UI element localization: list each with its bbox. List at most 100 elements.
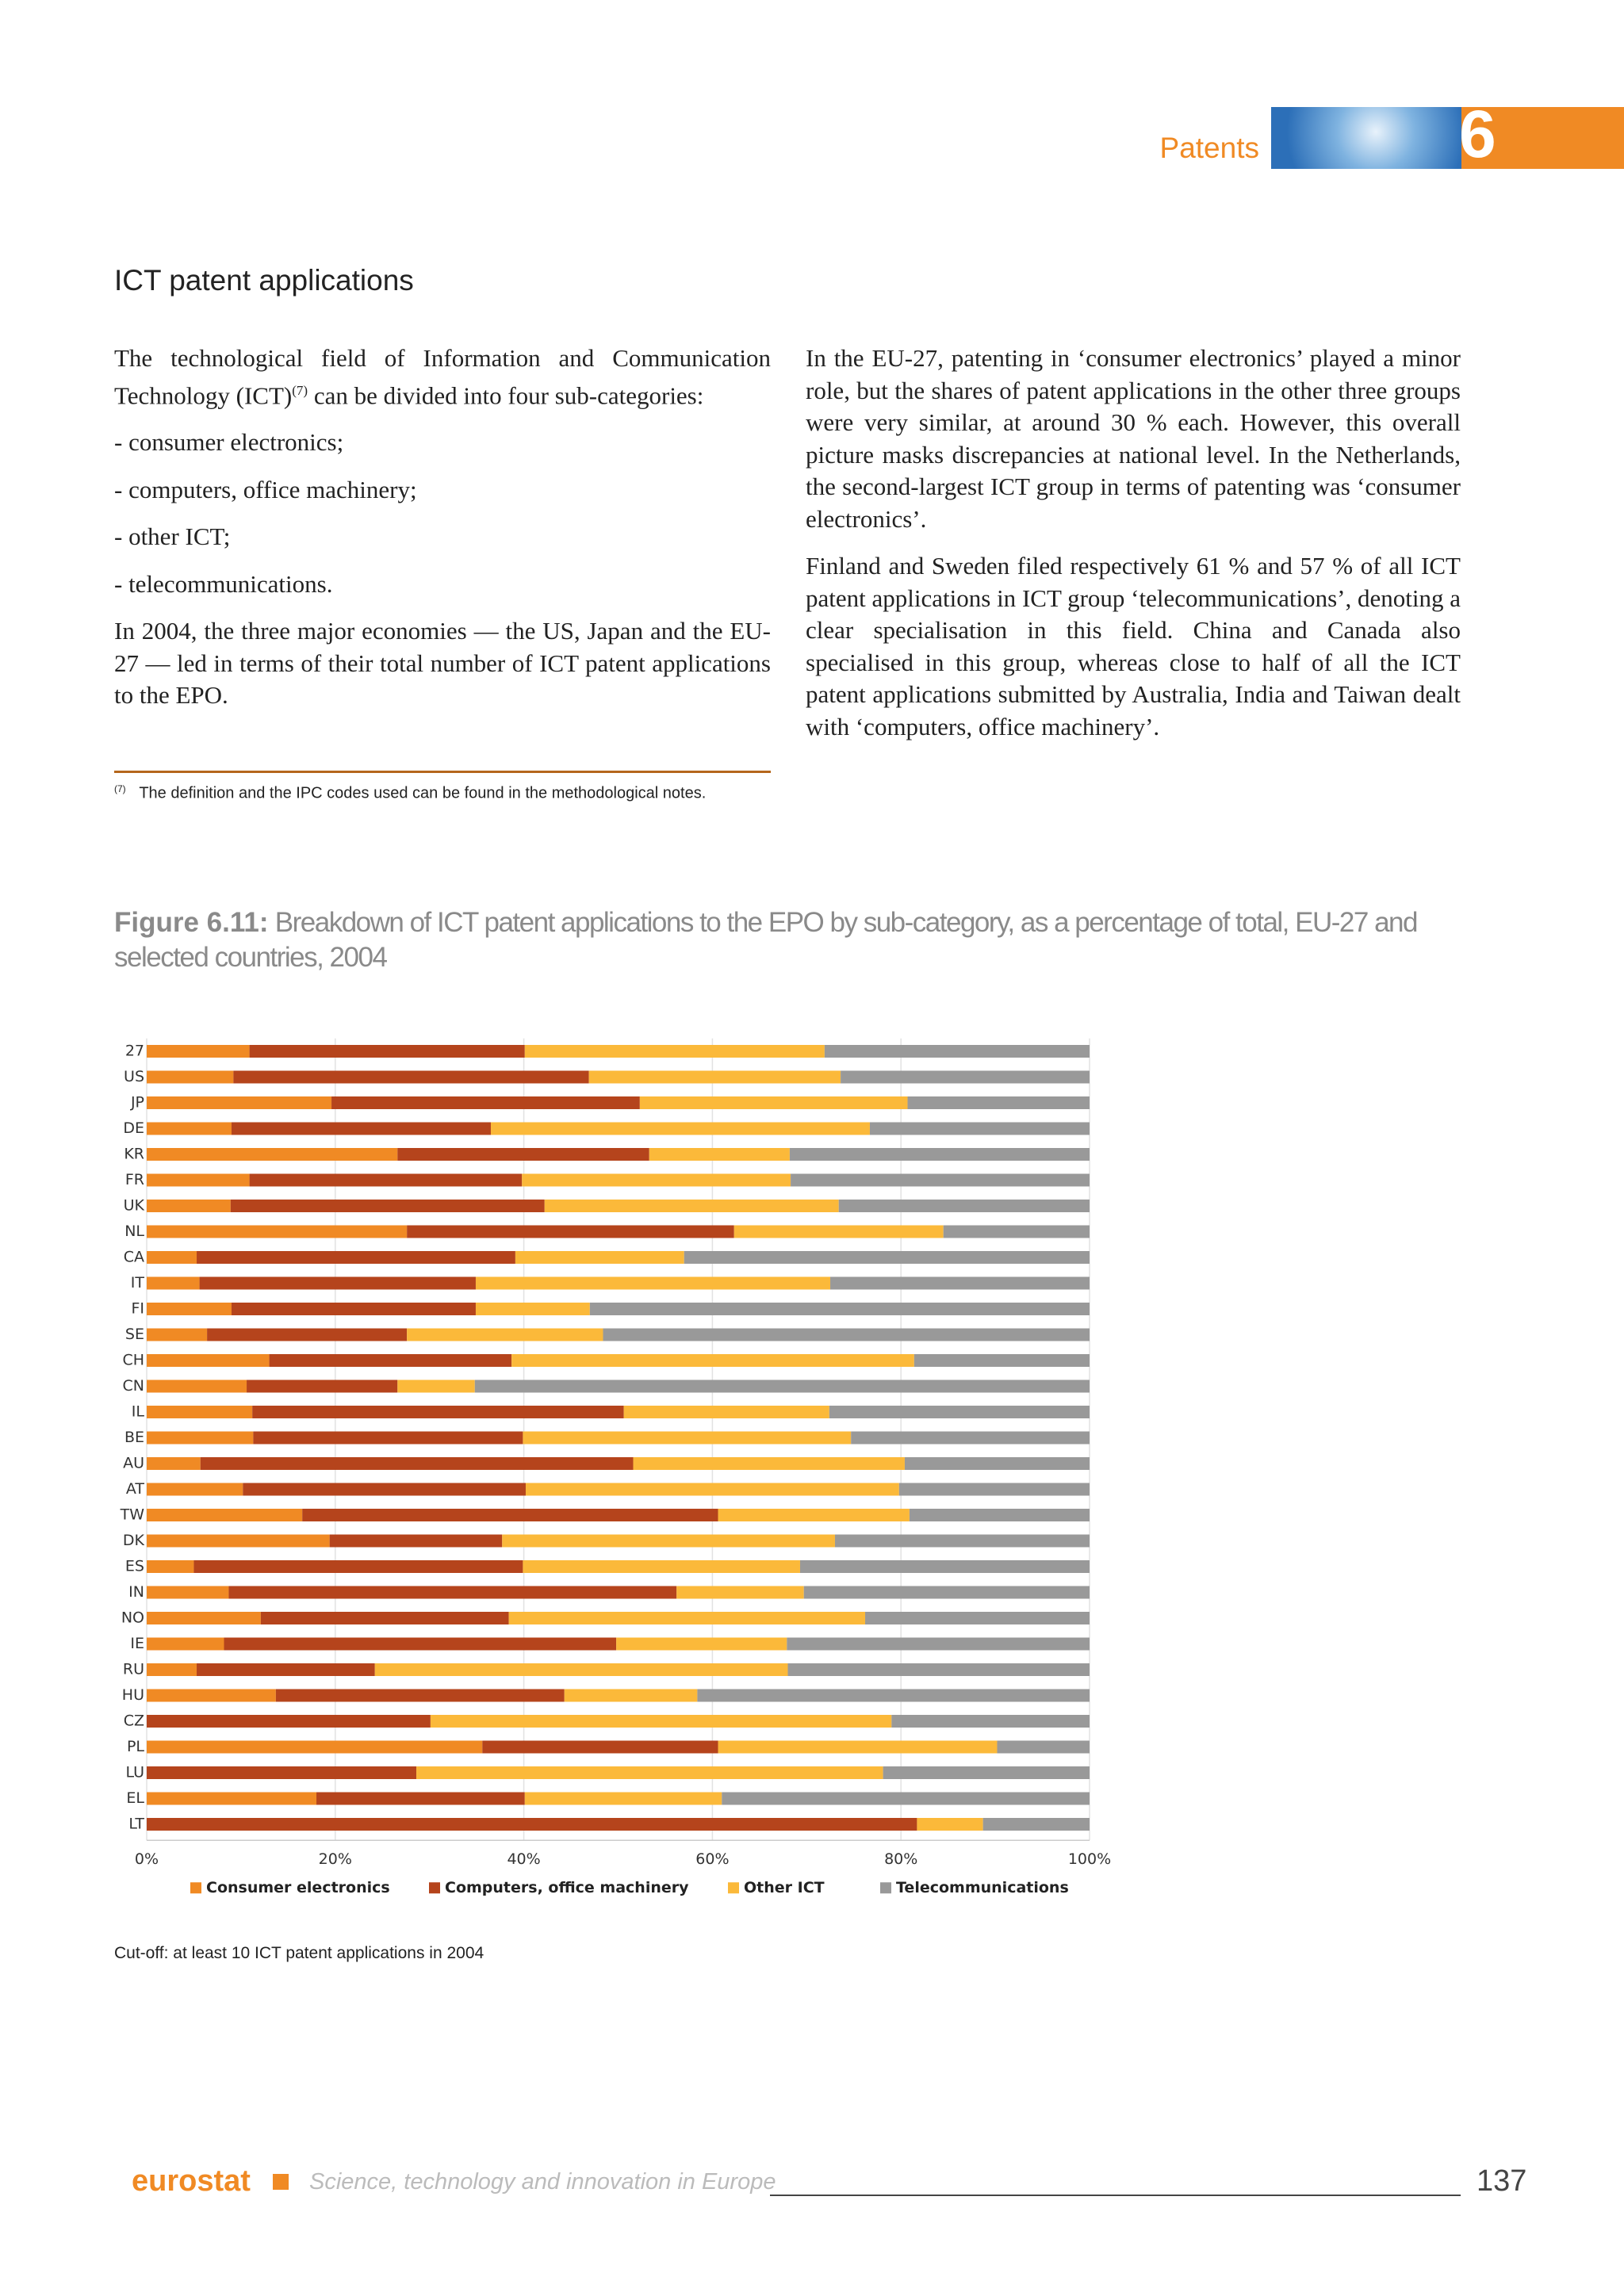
- footnote-text: The definition and the IPC codes used ca…: [139, 784, 707, 802]
- bar-segment: [891, 1715, 1090, 1728]
- list-item: - consumer electronics;: [114, 428, 344, 457]
- bar-segment: [684, 1251, 1090, 1264]
- y-tick-label: EL: [126, 1789, 144, 1807]
- x-tick-label: 40%: [507, 1850, 540, 1868]
- bar-segment: [302, 1509, 718, 1521]
- y-tick-label: CH: [122, 1352, 144, 1369]
- bar-segment: [588, 1070, 841, 1084]
- bar-segment: [147, 1303, 232, 1315]
- footer-publication: Science, technology and innovation in Eu…: [309, 2169, 776, 2195]
- bar-segment: [147, 1689, 276, 1702]
- bar-segment: [147, 1406, 253, 1418]
- footer-rule: [770, 2195, 1461, 2196]
- y-tick-label: NL: [124, 1223, 144, 1240]
- x-tick-label: 60%: [695, 1850, 729, 1868]
- text: can be divided into four sub-categories:: [308, 381, 704, 409]
- bar-segment: [147, 1070, 234, 1084]
- bar-segment: [147, 1740, 483, 1754]
- y-tick-label: DK: [123, 1532, 145, 1549]
- bar-segment: [147, 1637, 224, 1651]
- bar-segment: [803, 1586, 1090, 1599]
- bar-segment: [147, 1173, 250, 1187]
- bar-segment: [249, 1045, 525, 1058]
- x-tick-label: 80%: [884, 1850, 917, 1868]
- y-tick-label: IN: [128, 1583, 144, 1601]
- bar-segment: [252, 1406, 624, 1418]
- bar-segment: [407, 1328, 603, 1341]
- bar-segment: [397, 1380, 475, 1393]
- bar-segment: [416, 1766, 883, 1779]
- bar-segment: [147, 1663, 197, 1676]
- bar-segment: [524, 1792, 722, 1805]
- bar-segment: [907, 1096, 1090, 1109]
- bar-segment: [232, 1122, 491, 1135]
- y-tick-label: HU: [122, 1686, 144, 1704]
- list-item: - telecommunications.: [114, 569, 333, 598]
- y-tick-label: DE: [123, 1119, 144, 1137]
- bar-segment: [883, 1766, 1090, 1779]
- bar-segment: [147, 1096, 332, 1109]
- bar-segment: [522, 1173, 791, 1187]
- page-number: 137: [1477, 2164, 1527, 2198]
- paragraph: In 2004, the three major economies — the…: [114, 617, 771, 710]
- y-tick-label: LT: [128, 1816, 144, 1833]
- bar-segment: [523, 1560, 800, 1573]
- bar-segment: [243, 1483, 526, 1496]
- x-tick-label: 20%: [319, 1850, 352, 1868]
- bar-segment: [147, 1457, 201, 1470]
- y-tick-label: IE: [130, 1635, 144, 1652]
- bar-segment: [275, 1689, 565, 1702]
- bar-segment: [838, 1200, 1090, 1212]
- legend-swatch: [728, 1882, 739, 1894]
- footnote-ref: (7): [292, 382, 308, 398]
- bar-segment: [207, 1328, 408, 1341]
- intro: The technological field of Information a…: [114, 342, 771, 411]
- chapter-number: 6: [1459, 97, 1496, 171]
- bar-segment: [374, 1663, 788, 1676]
- y-tick-label: US: [124, 1068, 144, 1085]
- bar-segment: [147, 1818, 917, 1831]
- y-tick-label: CA: [124, 1249, 144, 1266]
- bar-segment: [474, 1380, 1090, 1393]
- bar-segment: [224, 1637, 617, 1651]
- bar-segment: [789, 1148, 1090, 1161]
- bar-segment: [898, 1483, 1090, 1496]
- bar-segment: [909, 1509, 1090, 1521]
- list-item: - other ICT;: [114, 522, 231, 551]
- bar-segment: [197, 1663, 375, 1676]
- y-tick-label: BE: [124, 1429, 144, 1446]
- bar-segment: [147, 1534, 330, 1548]
- y-tick-label: IL: [132, 1403, 145, 1421]
- bar-segment: [564, 1689, 698, 1702]
- bar-segment: [824, 1045, 1090, 1058]
- bar-segment: [482, 1740, 718, 1754]
- left-column: The technological field of Information a…: [114, 342, 771, 727]
- y-tick-label: FR: [125, 1171, 144, 1188]
- legend-swatch: [880, 1882, 891, 1894]
- bar-segment: [869, 1122, 1090, 1135]
- figure-title: Figure 6.11: Breakdown of ICT patent app…: [114, 905, 1423, 975]
- bar-segment: [524, 1045, 825, 1058]
- bar-segment: [147, 1509, 303, 1521]
- bar-segment: [943, 1225, 1090, 1238]
- bar-segment: [997, 1740, 1090, 1754]
- bar-segment: [147, 1276, 200, 1290]
- bar-segment: [200, 1457, 634, 1470]
- bar-segment: [147, 1586, 229, 1599]
- y-tick-label: ES: [125, 1558, 144, 1575]
- x-tick-label: 100%: [1068, 1850, 1111, 1868]
- bar-segment: [515, 1251, 684, 1264]
- bar-segment: [589, 1303, 1090, 1315]
- bar-segment: [247, 1380, 398, 1393]
- bar-segment: [830, 1276, 1090, 1290]
- y-tick-label: RU: [123, 1661, 144, 1678]
- bar-segment: [982, 1818, 1090, 1831]
- bar-segment: [147, 1792, 317, 1805]
- bar-segment: [841, 1070, 1090, 1084]
- bar-segment: [787, 1663, 1090, 1676]
- bar-segment: [147, 1225, 408, 1238]
- bar-segment: [329, 1534, 503, 1548]
- header-section: Patents: [1159, 132, 1259, 164]
- bar-segment: [147, 1483, 243, 1496]
